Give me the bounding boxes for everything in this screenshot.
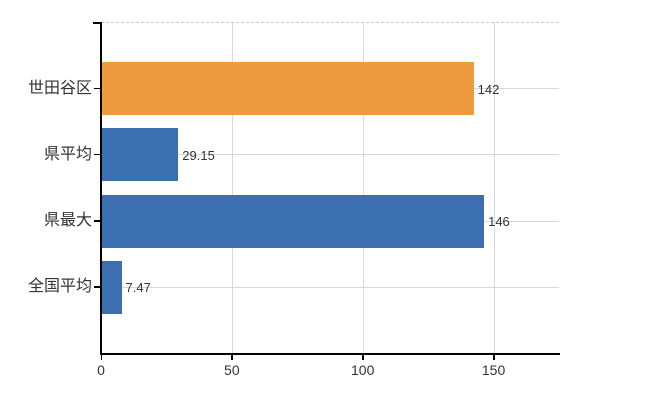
- y-tick: [94, 220, 101, 222]
- category-label: 県平均: [43, 145, 92, 163]
- y-axis-line: [100, 22, 102, 355]
- category-label: 全国平均: [27, 278, 92, 296]
- x-tick-label: 0: [97, 362, 105, 378]
- gridline-horizontal: [101, 286, 559, 288]
- x-tick: [493, 355, 495, 360]
- x-tick: [362, 355, 364, 360]
- x-tick-label: 150: [481, 362, 506, 378]
- bar: [102, 260, 122, 314]
- y-tick: [94, 153, 101, 156]
- value-label: 142: [477, 81, 500, 97]
- value-label: 29.15: [182, 147, 215, 163]
- bar: [102, 128, 179, 182]
- x-tick-label: 100: [351, 362, 375, 378]
- plot-top-border: [101, 22, 559, 23]
- x-tick: [231, 355, 233, 360]
- bar: [102, 194, 485, 248]
- bar: [102, 62, 474, 115]
- gridline-vertical: [362, 22, 364, 353]
- category-label: 県最大: [43, 212, 92, 230]
- y-tick: [94, 286, 101, 288]
- x-tick-label: 50: [224, 362, 240, 378]
- x-axis-line: [100, 353, 560, 355]
- value-label: 146: [488, 214, 510, 230]
- y-axis-end-tick: [93, 22, 101, 24]
- value-label: 7.47: [125, 280, 151, 296]
- gridline-horizontal: [101, 154, 559, 156]
- y-tick: [94, 87, 101, 89]
- x-tick: [100, 355, 102, 360]
- gridline-vertical: [493, 22, 495, 353]
- category-label: 世田谷区: [27, 79, 92, 97]
- gridline-vertical: [231, 22, 233, 353]
